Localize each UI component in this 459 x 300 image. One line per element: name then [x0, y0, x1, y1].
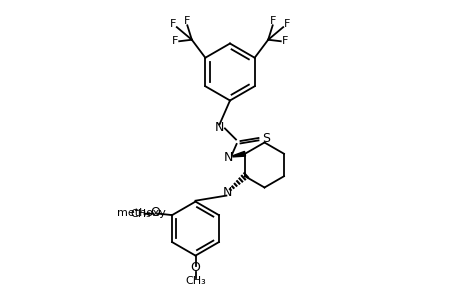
Text: N: N: [224, 151, 233, 164]
Text: N: N: [214, 121, 224, 134]
Text: O: O: [190, 261, 200, 274]
Text: F: F: [281, 36, 287, 46]
Text: S: S: [262, 131, 269, 145]
Text: F: F: [184, 16, 190, 26]
Text: CH₃: CH₃: [130, 208, 151, 219]
Text: F: F: [172, 36, 178, 46]
Text: N: N: [222, 186, 231, 199]
Polygon shape: [232, 152, 245, 157]
Text: F: F: [269, 16, 275, 26]
Text: O: O: [150, 206, 160, 219]
Text: F: F: [284, 19, 290, 29]
Text: F: F: [169, 19, 175, 29]
Text: CH₃: CH₃: [185, 276, 206, 286]
Text: methoxy: methoxy: [117, 208, 166, 218]
